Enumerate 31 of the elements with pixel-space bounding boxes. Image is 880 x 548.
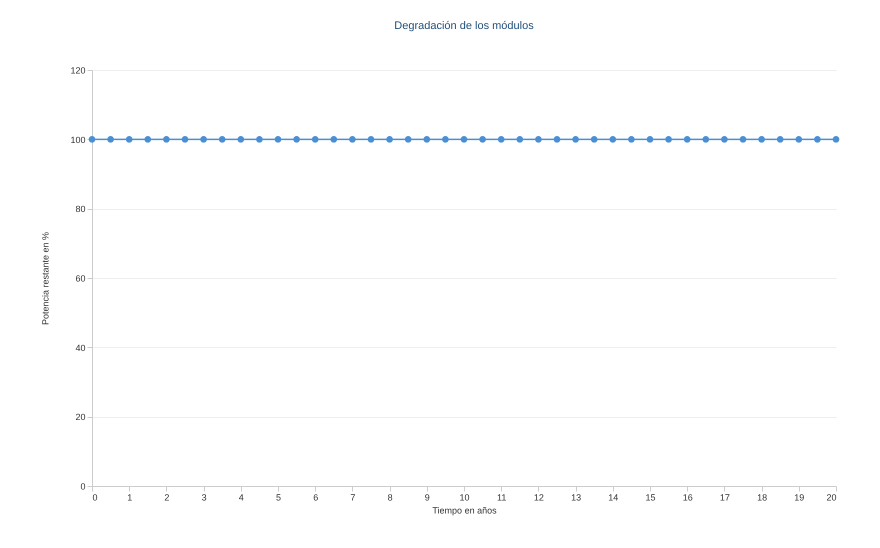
x-tick-label: 13 <box>571 492 582 502</box>
y-tick-label: 80 <box>75 204 86 214</box>
x-tick-label: 5 <box>276 492 282 502</box>
y-tick-label: 40 <box>75 342 86 353</box>
x-tick-label: 3 <box>202 492 207 502</box>
x-tick-label: 12 <box>534 492 544 502</box>
chart-title: Degradación de los módulos <box>394 20 534 32</box>
x-tick-label: 4 <box>238 492 244 502</box>
y-axis-title: Potencia restante en % <box>40 232 50 326</box>
x-tick-label: 10 <box>459 492 470 502</box>
x-tick-label: 6 <box>313 492 318 502</box>
y-tick-label: 60 <box>75 274 86 284</box>
x-tick-label: 20 <box>826 492 836 502</box>
x-tick-label: 11 <box>497 492 506 502</box>
x-tick-label: 14 <box>608 492 618 502</box>
x-tick-label: 17 <box>720 492 730 502</box>
x-tick-label: 7 <box>350 492 356 502</box>
y-tick-label: 0 <box>80 482 86 492</box>
x-tick-label: 19 <box>794 492 804 502</box>
y-tick-label: 100 <box>70 134 86 145</box>
x-axis-title: Tiempo en años <box>432 506 498 516</box>
y-tick-label: 120 <box>70 66 86 76</box>
x-tick-label: 0 <box>92 492 98 502</box>
y-tick-label: 20 <box>75 412 86 422</box>
x-tick-label: 16 <box>682 492 693 502</box>
x-tick-label: 18 <box>757 492 768 502</box>
x-tick-label: 8 <box>388 492 393 502</box>
x-tick-label: 1 <box>127 492 132 502</box>
x-tick-label: 9 <box>424 492 430 502</box>
x-tick-label: 2 <box>164 492 170 502</box>
x-tick-label: 15 <box>645 492 656 502</box>
